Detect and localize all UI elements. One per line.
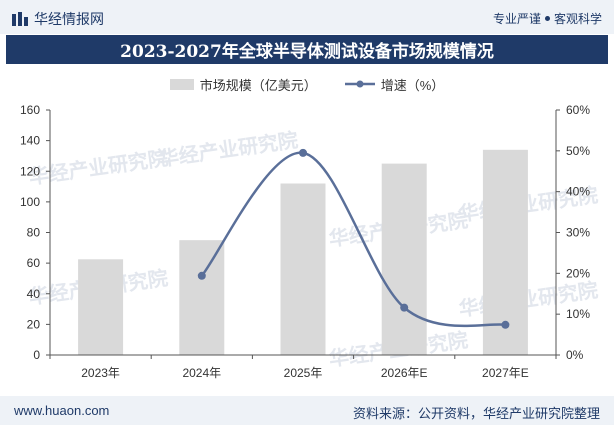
bar-3 xyxy=(280,183,326,355)
y-left-tick-label: 20 xyxy=(27,317,41,331)
x-tick-label: 2027年E xyxy=(482,366,529,380)
legend-line-swatch-icon xyxy=(344,80,375,88)
growth-line-path xyxy=(200,151,506,328)
growth-point-2 xyxy=(299,148,307,157)
chart-area: 华经产业研究院华经产业研究院华经产业研究院华经产业研究院华经产业研究院华经产业研… xyxy=(20,103,599,380)
bar-1 xyxy=(78,259,124,355)
header-bar: 华经情报网 专业严谨 客观科学 xyxy=(0,0,614,34)
y-left-tick-label: 0 xyxy=(33,348,40,362)
brand-logo-icon xyxy=(12,12,28,26)
tagline-left: 专业严谨 xyxy=(492,12,541,26)
footer-source: 资料来源：公开资料，华经产业研究院整理 xyxy=(352,406,600,421)
watermark-text: 华经产业研究院 xyxy=(27,146,169,189)
growth-point-1 xyxy=(197,271,206,280)
bars xyxy=(78,149,528,355)
y-right-tick-label: 40% xyxy=(566,185,590,199)
bar-4 xyxy=(381,163,427,355)
legend-bar-swatch-icon xyxy=(169,78,194,90)
y-left-tick-label: 140 xyxy=(20,134,40,148)
y-right-tick-label: 20% xyxy=(566,266,590,280)
y-left-tick-label: 40 xyxy=(27,287,41,301)
x-tick-label: 2024年 xyxy=(182,366,221,380)
legend-line-label: 增速（%） xyxy=(380,77,445,93)
brand: 华经情报网 xyxy=(12,9,104,29)
growth-point-3 xyxy=(400,303,409,312)
growth-point-4 xyxy=(501,320,510,329)
y-left-tick-label: 160 xyxy=(20,103,40,117)
brand-name: 华经情报网 xyxy=(34,11,104,27)
legend-bar-label: 市场规模（亿美元） xyxy=(199,77,317,93)
growth-line xyxy=(197,148,510,329)
x-tick-label: 2023年 xyxy=(81,366,120,380)
y-left-tick-label: 120 xyxy=(20,164,40,178)
y-right-tick-label: 60% xyxy=(566,103,590,117)
footer-bar: www.huaon.com 资料来源：公开资料，华经产业研究院整理 xyxy=(0,396,614,425)
y-left-tick-label: 60 xyxy=(27,256,41,270)
legend-item-line: 增速（%） xyxy=(344,75,445,94)
y-right-tick-label: 10% xyxy=(566,307,590,321)
chart-legend: 市场规模（亿美元） 增速（%） xyxy=(0,74,614,94)
x-tick-label: 2026年E xyxy=(381,366,428,380)
tick-labels: 0 20 40 60 80 100 120 140 160 0% 10% 20% 30% 40% 50% 60… xyxy=(20,103,590,380)
y-left-tick-label: 100 xyxy=(20,195,40,209)
y-right-tick-label: 50% xyxy=(566,144,590,158)
bar-2 xyxy=(179,240,225,355)
y-right-tick-label: 30% xyxy=(566,226,590,240)
x-tick-label: 2025年 xyxy=(284,366,323,380)
tagline-dot-icon xyxy=(544,16,550,21)
axes xyxy=(46,109,560,359)
y-left-tick-label: 80 xyxy=(27,226,41,240)
footer-site: www.huaon.com xyxy=(14,403,110,418)
tagline-right: 客观科学 xyxy=(553,12,602,26)
chart-title: 2023-2027年全球半导体测试设备市场规模情况 xyxy=(6,35,608,64)
y-right-tick-label: 0% xyxy=(566,348,584,362)
legend-item-bar: 市场规模（亿美元） xyxy=(169,75,317,94)
tagline: 专业严谨 客观科学 xyxy=(493,10,602,27)
